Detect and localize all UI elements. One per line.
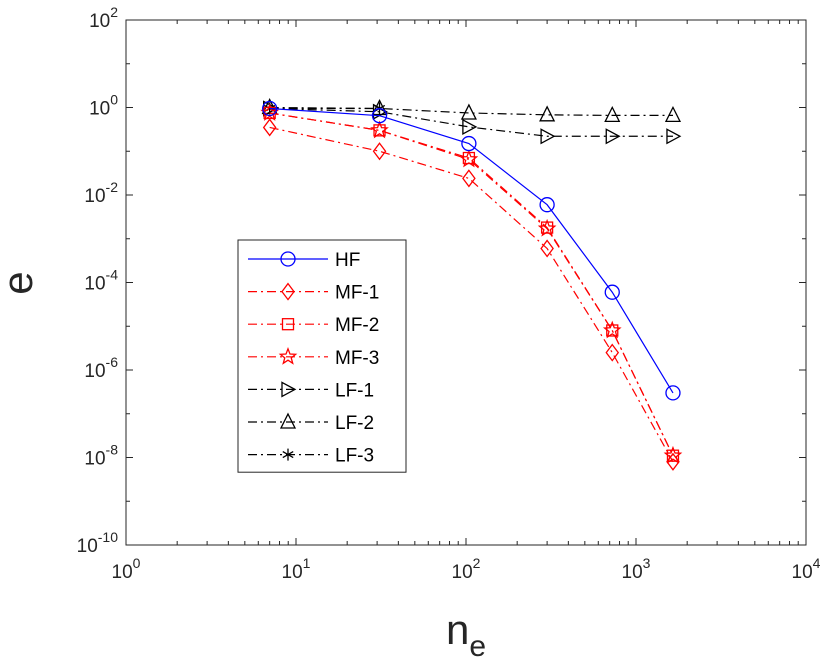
legend-item-lf-2: LF-2 [248,412,374,434]
legend-marker-lf-1 [281,381,297,398]
x-tick-label: 103 [622,555,651,583]
legend-marker-lf-2 [279,412,297,429]
legend-item-lf-1: LF-1 [248,380,374,401]
series-lf-2 [261,98,682,123]
legend-item-mf-3: MF-3 [248,346,379,369]
data-point-mf-3 [663,445,683,464]
legend-label: MF-1 [335,283,379,304]
data-point-lf-1 [462,118,478,135]
legend-label: LF-3 [335,446,374,467]
x-tick-label: 100 [112,555,141,583]
x-tick-label: 104 [792,555,821,583]
legend-label: LF-2 [335,413,374,434]
data-point-hf [604,284,620,300]
data-point-mf-1 [372,142,387,161]
series-mf-3 [260,103,683,464]
data-point-hf [371,108,388,124]
data-point-lf-2 [664,105,682,123]
data-point-lf-1 [540,128,556,145]
y-tick-label: 10-2 [84,179,118,207]
data-point-mf-3 [459,149,479,168]
legend-label: MF-3 [335,348,379,369]
ticks-layer: 100 101 102 103 104 10-10 10-8 10-6 10-4 10-2 100 1… [77,4,821,583]
axes-box [125,19,807,546]
legend-marker-hf [280,251,296,267]
x-tick-label: 101 [282,555,311,583]
data-point-hf [539,197,555,213]
legend-item-lf-3: LF-3 [248,446,374,467]
y-tick-label: 10-6 [84,354,118,382]
data-point-hf [262,100,278,117]
data-point-mf-3 [370,120,389,139]
data-point-lf-2 [460,103,477,120]
y-axis-label: e [0,271,41,294]
legend-item-mf-1: MF-1 [248,282,379,304]
data-point-hf [461,135,477,152]
data-point-lf-1 [666,128,682,145]
series-line-hf [269,107,674,394]
y-tick-label: 102 [89,4,118,32]
y-tick-label: 10-4 [84,267,118,295]
data-layer [260,98,683,471]
y-tick-label: 10-10 [77,529,119,557]
data-point-mf-3 [602,320,622,339]
data-point-mf-1 [462,169,476,188]
legend-marker-mf-3 [278,346,298,365]
legend-marker-lf-3 [282,448,294,461]
legend-label: HF [335,250,360,271]
series-hf [262,100,681,401]
legend-marker-mf-1 [281,282,295,301]
data-point-hf [665,385,681,401]
x-tick-label: 102 [452,555,481,583]
data-point-mf-3 [260,103,280,121]
y-tick-label: 10-8 [84,442,118,470]
data-point-lf-1 [605,128,621,145]
legend: HF MF-1 MF-2 MF-3 LF-1 LF-2 LF-3 [237,239,407,473]
legend-marker-mf-2 [281,318,295,331]
y-tick-label: 100 [89,92,118,120]
legend-label: LF-1 [335,380,374,401]
data-point-mf-1 [540,239,554,258]
data-point-lf-2 [539,105,556,122]
legend-label: MF-2 [335,315,379,336]
data-point-mf-3 [537,218,557,237]
legend-item-hf: HF [248,250,360,271]
data-point-mf-1 [262,118,277,137]
data-point-lf-2 [604,105,621,123]
x-axis-label: ne [446,606,486,661]
legend-item-mf-2: MF-2 [248,315,379,336]
legend-box [237,239,407,473]
axis-labels: ne e [0,271,486,661]
data-point-mf-1 [605,343,620,362]
